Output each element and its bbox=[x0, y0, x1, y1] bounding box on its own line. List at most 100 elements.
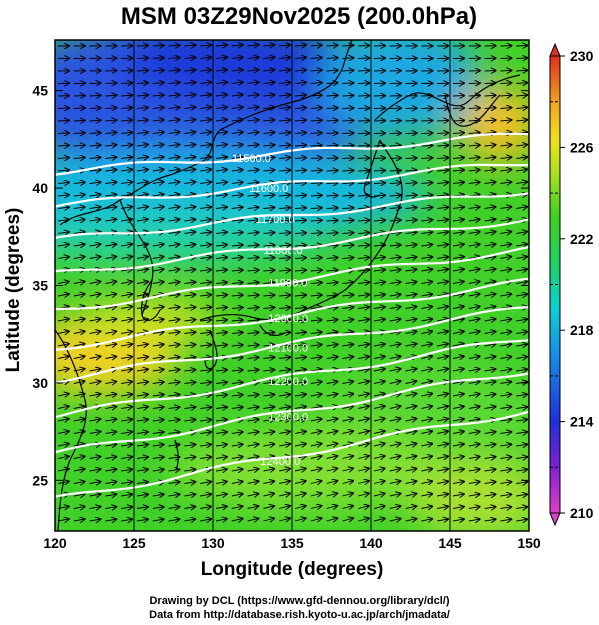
wind-arrow bbox=[468, 108, 480, 109]
wind-arrow bbox=[484, 432, 496, 434]
wind-arrow bbox=[373, 282, 385, 283]
wind-arrow bbox=[136, 407, 148, 409]
wind-arrow bbox=[500, 394, 511, 396]
wind-arrow bbox=[263, 307, 274, 308]
wind-arrow bbox=[500, 432, 511, 434]
wind-arrow bbox=[326, 431, 338, 433]
wind-arrow bbox=[152, 182, 164, 184]
wind-arrow bbox=[342, 220, 353, 221]
wind-arrow bbox=[89, 482, 101, 484]
wind-arrow bbox=[231, 195, 243, 196]
wind-arrow bbox=[263, 70, 274, 71]
wind-arrow bbox=[452, 257, 464, 259]
wind-arrow bbox=[310, 170, 322, 171]
wind-arrow bbox=[215, 395, 227, 396]
wind-arrow bbox=[421, 158, 432, 159]
wind-arrow bbox=[215, 482, 227, 484]
wind-arrow bbox=[279, 370, 290, 371]
wind-arrow bbox=[89, 394, 101, 396]
wind-arrow bbox=[200, 332, 211, 333]
wind-arrow bbox=[73, 507, 85, 509]
wind-arrow bbox=[342, 468, 353, 471]
wind-arrow bbox=[452, 456, 464, 458]
temperature-field: 11500.0 11600.0 11700.0 11800.0 11900.0 12000… bbox=[55, 40, 529, 531]
wind-arrow bbox=[105, 432, 116, 434]
wind-arrow bbox=[57, 319, 69, 321]
wind-arrow bbox=[73, 244, 85, 246]
wind-arrow bbox=[500, 257, 511, 259]
wind-arrow bbox=[452, 133, 464, 134]
wind-arrow bbox=[326, 108, 338, 109]
wind-arrow bbox=[405, 406, 417, 408]
wind-arrow bbox=[310, 270, 322, 271]
wind-arrow bbox=[279, 357, 290, 358]
wind-arrow bbox=[121, 407, 132, 409]
wind-arrow bbox=[484, 319, 496, 321]
wind-arrow bbox=[358, 481, 369, 484]
wind-arrow bbox=[310, 195, 322, 196]
wind-arrow bbox=[121, 282, 132, 284]
wind-arrow bbox=[468, 457, 480, 459]
wind-arrow bbox=[73, 294, 85, 296]
wind-arrow bbox=[105, 83, 116, 84]
wind-arrow bbox=[500, 519, 511, 521]
wind-arrow bbox=[342, 357, 353, 359]
wind-arrow bbox=[373, 456, 385, 459]
wind-arrow bbox=[437, 133, 448, 134]
wind-arrow bbox=[437, 481, 448, 483]
wind-arrow bbox=[484, 145, 496, 146]
wind-arrow bbox=[294, 369, 306, 371]
wind-arrow bbox=[168, 357, 180, 358]
wind-arrow bbox=[73, 257, 85, 259]
wind-arrow bbox=[342, 258, 353, 259]
wind-arrow bbox=[200, 257, 211, 258]
wind-arrow bbox=[373, 170, 385, 171]
wind-arrow bbox=[279, 506, 290, 509]
wind-arrow bbox=[373, 381, 385, 383]
wind-arrow bbox=[358, 518, 369, 521]
wind-arrow bbox=[405, 456, 417, 458]
wind-arrow bbox=[294, 394, 306, 396]
wind-arrow bbox=[516, 394, 527, 396]
wind-arrow bbox=[468, 182, 480, 183]
wind-arrow bbox=[200, 494, 211, 496]
wind-arrow bbox=[389, 469, 401, 471]
wind-arrow bbox=[184, 132, 195, 134]
wind-arrow bbox=[389, 245, 401, 246]
wind-arrow bbox=[342, 45, 353, 46]
wind-arrow bbox=[310, 158, 322, 159]
wind-arrow bbox=[389, 257, 401, 258]
wind-arrow bbox=[279, 107, 290, 108]
wind-arrow bbox=[136, 294, 148, 296]
wind-arrow bbox=[326, 145, 338, 146]
wind-arrow bbox=[57, 120, 69, 121]
wind-arrow bbox=[326, 344, 338, 346]
wind-arrow bbox=[263, 270, 274, 271]
wind-arrow bbox=[121, 494, 132, 496]
wind-arrow bbox=[373, 419, 385, 421]
wind-arrow bbox=[279, 444, 290, 446]
wind-arrow bbox=[263, 170, 274, 171]
wind-arrow bbox=[421, 406, 432, 408]
wind-arrow bbox=[184, 194, 195, 196]
wind-arrow bbox=[389, 356, 401, 358]
wind-arrow bbox=[247, 120, 259, 121]
wind-arrow bbox=[184, 445, 195, 446]
wind-arrow bbox=[358, 183, 369, 184]
wind-arrow bbox=[263, 345, 274, 346]
wind-arrow bbox=[136, 507, 148, 509]
wind-arrow bbox=[452, 381, 464, 383]
wind-arrow bbox=[263, 57, 274, 58]
wind-arrow bbox=[500, 319, 511, 321]
wind-arrow bbox=[279, 233, 290, 234]
wind-arrow bbox=[279, 469, 290, 471]
wind-arrow bbox=[279, 394, 290, 396]
wind-arrow bbox=[405, 419, 417, 421]
wind-arrow bbox=[184, 382, 195, 383]
wind-arrow bbox=[342, 443, 353, 446]
wind-arrow bbox=[452, 282, 464, 284]
wind-arrow bbox=[484, 157, 496, 158]
wind-arrow bbox=[405, 170, 417, 171]
wind-arrow bbox=[279, 158, 290, 159]
wind-arrow bbox=[215, 506, 227, 508]
